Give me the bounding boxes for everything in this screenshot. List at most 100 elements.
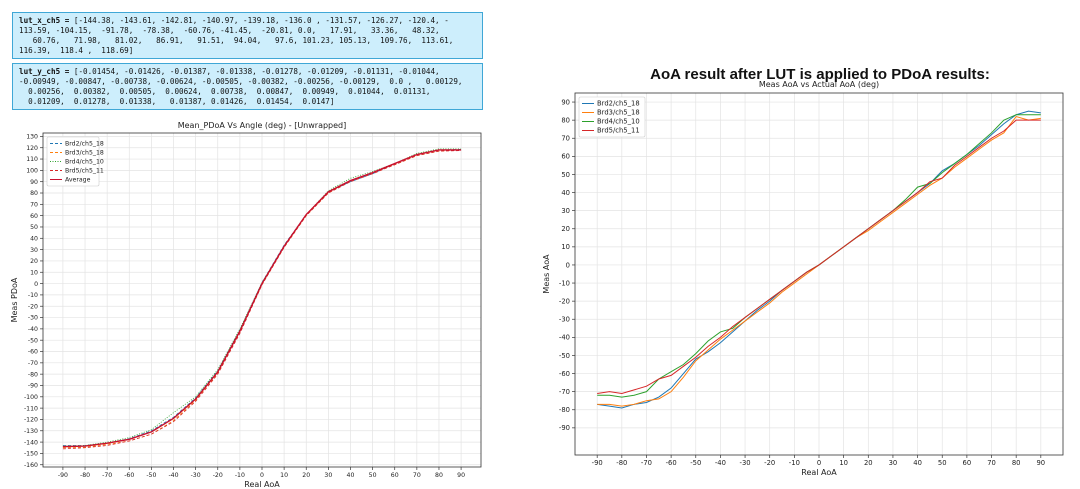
code-line: 113.59, -104.15, -91.78, -78.38, -60.76,… — [19, 26, 440, 35]
y-tick-label: -120 — [24, 417, 38, 424]
y-tick-label: -20 — [28, 303, 38, 310]
x-tick-label: 80 — [1012, 459, 1021, 467]
y-tick-label: -20 — [559, 298, 570, 306]
code-line: [-0.01454, -0.01426, -0.01387, -0.01338,… — [73, 67, 440, 76]
heading: AoA result after LUT is applied to PDoA … — [650, 66, 990, 83]
y-tick-label: 20 — [30, 258, 38, 265]
legend-label: Brd4/ch5_10 — [597, 118, 640, 126]
y-tick-label: 40 — [561, 189, 570, 197]
y-tick-label: -70 — [28, 360, 38, 367]
plot-frame — [42, 132, 482, 468]
code-line: 60.76, 71.98, 81.02, 86.91, 91.51, 94.04… — [19, 36, 454, 45]
chart-title: Meas AoA vs Actual AoA (deg) — [759, 80, 879, 89]
x-tick-label: 50 — [938, 459, 947, 467]
y-tick-label: -70 — [559, 388, 570, 396]
y-tick-label: -10 — [559, 279, 570, 287]
x-tick-label: -60 — [666, 459, 677, 467]
code-line: 0.01209, 0.01278, 0.01338, 0.01387, 0.01… — [19, 97, 335, 106]
y-tick-label: -130 — [24, 428, 38, 435]
x-tick-label: 20 — [302, 472, 310, 479]
legend-label: Brd3/ch5_18 — [65, 150, 104, 157]
legend-label: Brd5/ch5_11 — [597, 127, 640, 135]
plot-frame — [574, 92, 1064, 456]
y-tick-label: -50 — [28, 337, 38, 344]
code-block: lut_y_ch5 = [-0.01454, -0.01426, -0.0138… — [12, 63, 483, 110]
x-tick-label: 20 — [864, 459, 873, 467]
y-axis-label: Meas AoA — [542, 254, 551, 294]
y-tick-label: 10 — [30, 269, 38, 276]
code-line: 116.39, 118.4 , 118.69] — [19, 46, 134, 55]
chart-title: Mean_PDoA Vs Angle (deg) - [Unwrapped] — [178, 121, 347, 130]
legend-box — [46, 136, 100, 187]
y-tick-label: 70 — [30, 201, 38, 208]
x-axis-label: Real AoA — [801, 468, 837, 477]
x-tick-label: 70 — [413, 472, 421, 479]
x-tick-label: -20 — [213, 472, 223, 479]
legend-label: Average — [65, 177, 91, 184]
legend-label: Brd2/ch5_18 — [597, 100, 640, 108]
legend-label: Brd3/ch5_18 — [597, 109, 640, 117]
x-tick-label: -60 — [124, 472, 134, 479]
x-tick-label: -80 — [80, 472, 90, 479]
y-tick-label: -60 — [559, 370, 570, 378]
y-tick-label: -160 — [24, 462, 38, 469]
y-tick-label: -10 — [28, 292, 38, 299]
x-tick-label: 90 — [1036, 459, 1045, 467]
x-tick-label: -40 — [168, 472, 178, 479]
x-tick-label: -40 — [715, 459, 726, 467]
x-tick-label: 40 — [347, 472, 355, 479]
legend-label: Brd4/ch5_10 — [65, 159, 104, 166]
x-tick-label: -50 — [690, 459, 701, 467]
x-tick-label: 80 — [435, 472, 443, 479]
y-tick-label: -40 — [28, 326, 38, 333]
y-tick-label: 0 — [34, 281, 38, 288]
y-tick-label: -80 — [559, 406, 570, 414]
y-tick-label: 20 — [561, 225, 570, 233]
y-tick-label: -50 — [559, 352, 570, 360]
y-tick-label: 80 — [561, 117, 570, 125]
x-tick-label: 60 — [963, 459, 972, 467]
y-tick-label: 110 — [26, 156, 38, 163]
y-tick-label: 90 — [561, 98, 570, 106]
x-tick-label: -30 — [191, 472, 201, 479]
x-tick-label: -50 — [146, 472, 156, 479]
x-tick-label: 50 — [369, 472, 377, 479]
y-tick-label: 30 — [30, 247, 38, 254]
y-axis-label: Meas PDoA — [10, 277, 19, 322]
x-tick-label: -90 — [58, 472, 68, 479]
y-tick-label: 60 — [30, 213, 38, 220]
y-tick-label: -90 — [559, 424, 570, 432]
y-tick-label: -100 — [24, 394, 38, 401]
y-tick-label: 30 — [561, 207, 570, 215]
x-tick-label: 60 — [391, 472, 399, 479]
y-tick-label: 60 — [561, 153, 570, 161]
y-tick-label: -30 — [28, 315, 38, 322]
y-tick-label: 0 — [566, 261, 570, 269]
y-tick-label: -140 — [24, 439, 38, 446]
y-tick-label: -150 — [24, 451, 38, 458]
x-tick-label: -30 — [740, 459, 751, 467]
x-tick-label: -70 — [102, 472, 112, 479]
legend-label: Brd5/ch5_11 — [65, 168, 104, 175]
x-tick-label: 90 — [457, 472, 465, 479]
y-tick-label: 50 — [30, 224, 38, 231]
code-line: [-144.38, -143.61, -142.81, -140.97, -13… — [73, 16, 449, 25]
x-tick-label: 10 — [839, 459, 848, 467]
y-tick-label: 40 — [30, 235, 38, 242]
x-tick-label: 0 — [817, 459, 821, 467]
y-tick-label: 100 — [26, 168, 38, 175]
y-tick-label: 90 — [30, 179, 38, 186]
y-tick-label: -60 — [28, 349, 38, 356]
code-label: lut_y_ch5 = — [19, 67, 70, 76]
y-tick-label: -80 — [28, 371, 38, 378]
y-tick-label: 10 — [561, 243, 570, 251]
x-tick-label: 30 — [889, 459, 898, 467]
y-tick-label: -40 — [559, 334, 570, 342]
y-tick-label: 120 — [26, 145, 38, 152]
x-tick-label: -10 — [789, 459, 800, 467]
x-tick-label: 40 — [913, 459, 922, 467]
code-block: lut_x_ch5 = [-144.38, -143.61, -142.81, … — [12, 12, 483, 59]
code-label: lut_x_ch5 = — [19, 16, 70, 25]
x-tick-label: 70 — [987, 459, 996, 467]
